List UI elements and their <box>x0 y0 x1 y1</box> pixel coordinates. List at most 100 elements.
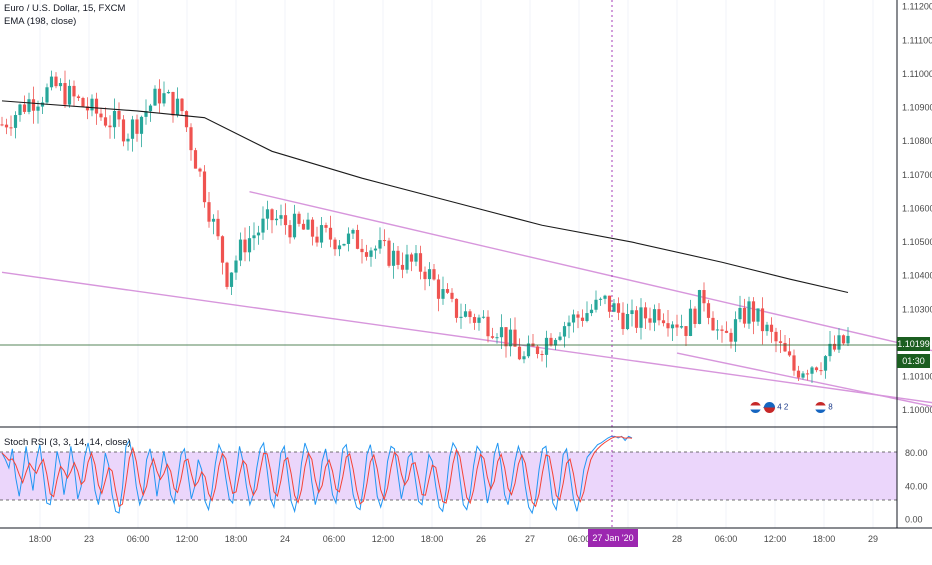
candle-body <box>405 254 408 269</box>
price-tick-label: 1.11200 <box>902 2 932 12</box>
candle-body <box>383 240 386 241</box>
candle-body <box>158 89 161 104</box>
candle-body <box>401 265 404 270</box>
candle-body <box>455 299 458 318</box>
candle-body <box>765 325 768 331</box>
candle-body <box>464 311 467 317</box>
candle-body <box>522 356 525 359</box>
candle-body <box>14 115 17 128</box>
candle-body <box>194 150 197 168</box>
candle-body <box>441 289 444 299</box>
event-marker[interactable]: 4 2 <box>764 402 788 413</box>
candle-body <box>698 290 701 324</box>
price-tick-label: 1.11000 <box>902 69 932 79</box>
candle-body <box>738 308 741 319</box>
candle-body <box>599 299 602 300</box>
price-tick-label: 1.10100 <box>902 372 932 382</box>
symbol-legend[interactable]: Euro / U.S. Dollar, 15, FXCM <box>4 3 125 14</box>
candle-body <box>500 327 503 337</box>
candle-body <box>221 236 224 262</box>
candle-body <box>581 318 584 321</box>
candle-body <box>770 325 773 332</box>
us-eu-flag-icon <box>764 402 775 413</box>
time-tick-label: 18:00 <box>813 534 836 544</box>
candle-body <box>216 219 219 236</box>
ema-legend[interactable]: EMA (198, close) <box>4 16 76 27</box>
candle-body <box>801 373 804 377</box>
time-tick-label: 18:00 <box>421 534 444 544</box>
candle-body <box>41 103 44 107</box>
candle-body <box>99 114 102 118</box>
candle-body <box>509 330 512 347</box>
candle-body <box>558 337 561 340</box>
candle-body <box>797 371 800 378</box>
candle-body <box>27 99 30 112</box>
candle-body <box>428 269 431 279</box>
candle-body <box>234 261 237 273</box>
candle-body <box>135 119 138 133</box>
time-tick-label: 27 <box>525 534 535 544</box>
stoch-tick-label: 80.00 <box>905 448 928 458</box>
bar-countdown-badge: 01:30 <box>897 354 930 368</box>
candle-body <box>810 367 813 373</box>
candle-body <box>414 253 417 261</box>
candle-body <box>779 341 782 343</box>
candle-body <box>63 83 66 105</box>
candle-body <box>806 373 809 374</box>
price-tick-label: 1.11100 <box>902 35 932 45</box>
candle-body <box>113 111 116 127</box>
event-count: 8 <box>828 403 832 412</box>
candle-body <box>68 86 71 105</box>
candle-body <box>257 233 260 236</box>
time-tick-label: 12:00 <box>372 534 395 544</box>
candle-body <box>104 117 107 125</box>
candle-body <box>54 77 57 87</box>
candle-body <box>392 251 395 266</box>
candle-body <box>608 296 611 312</box>
candle-body <box>50 77 53 88</box>
candle-body <box>198 169 201 172</box>
candle-body <box>828 344 831 356</box>
candle-body <box>693 309 696 324</box>
candle-body <box>675 325 678 328</box>
candle-body <box>212 219 215 222</box>
candle-body <box>743 308 746 324</box>
candle-body <box>585 313 588 321</box>
candle-body <box>176 99 179 116</box>
chart-canvas[interactable]: 1.112001.111001.110001.109001.108001.107… <box>0 0 932 550</box>
candle-body <box>603 296 606 299</box>
candle-body <box>536 346 539 354</box>
time-tick-label: 12:00 <box>764 534 787 544</box>
price-tick-label: 1.10300 <box>902 304 932 314</box>
price-tick-label: 1.10600 <box>902 203 932 213</box>
candle-body <box>387 241 390 266</box>
candle-body <box>621 313 624 329</box>
candle-body <box>657 309 660 320</box>
time-tick-label: 26 <box>476 534 486 544</box>
candle-body <box>302 224 305 230</box>
candle-body <box>279 215 282 219</box>
candle-body <box>846 336 849 344</box>
price-tick-label: 1.10700 <box>902 170 932 180</box>
candle-body <box>153 89 156 106</box>
candle-body <box>171 92 174 116</box>
candle-body <box>450 293 453 299</box>
candle-body <box>351 230 354 234</box>
candle-body <box>437 279 440 298</box>
candle-body <box>473 317 476 323</box>
ema-line[interactable] <box>2 101 848 293</box>
candle-body <box>117 111 120 119</box>
candle-body <box>734 319 737 342</box>
stoch-legend[interactable]: Stoch RSI (3, 3, 14, 14, close) <box>4 437 131 448</box>
crosshair-time-label: 27 Jan '20 15:15 <box>588 529 638 547</box>
candle-body <box>648 318 651 322</box>
event-marker[interactable]: 8 <box>815 402 833 413</box>
price-tick-label: 1.10400 <box>902 271 932 281</box>
candle-body <box>720 329 723 330</box>
candle-body <box>72 86 75 97</box>
candle-body <box>311 220 314 237</box>
price-tick-label: 1.10500 <box>902 237 932 247</box>
candle-body <box>513 330 516 347</box>
